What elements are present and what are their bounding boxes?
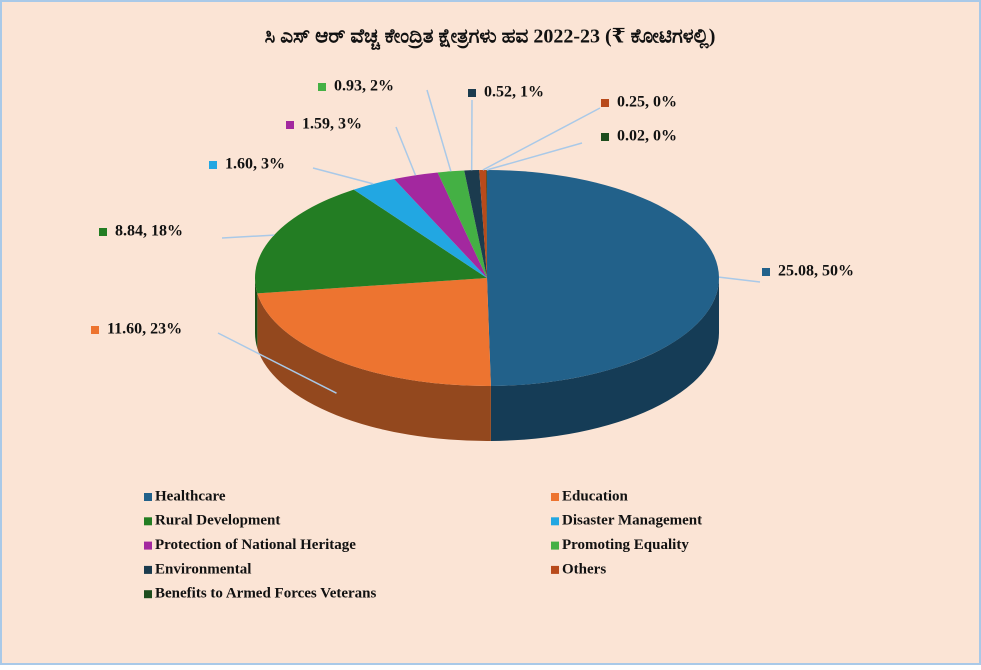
- legend-label: Healthcare: [155, 488, 226, 504]
- data-label: 1.60, 3%: [225, 156, 285, 173]
- legend-marker: [551, 517, 559, 525]
- label-marker: [601, 133, 609, 141]
- label-marker: [209, 161, 217, 169]
- legend-label: Benefits to Armed Forces Veterans: [155, 586, 377, 602]
- data-label: 0.93, 2%: [334, 78, 394, 95]
- data-label: 8.84, 18%: [115, 223, 183, 240]
- label-marker: [762, 268, 770, 276]
- legend-marker: [144, 542, 152, 550]
- data-label: 25.08, 50%: [778, 263, 854, 280]
- legend-marker: [551, 493, 559, 501]
- legend-label: Disaster Management: [562, 513, 702, 529]
- label-marker: [286, 121, 294, 129]
- legend-label: Promoting Equality: [562, 537, 689, 553]
- legend-label: Protection of National Heritage: [155, 537, 356, 553]
- legend-label: Others: [562, 561, 606, 577]
- legend-marker: [551, 542, 559, 550]
- legend-label: Rural Development: [155, 513, 280, 529]
- legend-marker: [144, 517, 152, 525]
- legend-marker: [551, 566, 559, 574]
- chart-title: ಸಿ ಎಸ್ ಆರ್ ವೆಚ್ಚ ಕೇಂದ್ರಿತ ಕ್ಷೇತ್ರಗಳು ಹವ …: [265, 26, 716, 51]
- label-marker: [468, 89, 476, 97]
- legend-marker: [144, 493, 152, 501]
- legend-marker: [144, 566, 152, 574]
- data-label: 0.02, 0%: [617, 128, 677, 145]
- data-label: 0.52, 1%: [484, 84, 544, 101]
- legend-label: Education: [562, 488, 629, 504]
- legend-marker: [144, 590, 152, 598]
- legend-label: Environmental: [155, 561, 251, 577]
- label-marker: [318, 83, 326, 91]
- label-marker: [601, 99, 609, 107]
- data-label: 11.60, 23%: [107, 321, 182, 338]
- label-marker: [91, 326, 99, 334]
- data-label: 0.25, 0%: [617, 94, 677, 111]
- label-marker: [99, 228, 107, 236]
- data-label: 1.59, 3%: [302, 116, 362, 133]
